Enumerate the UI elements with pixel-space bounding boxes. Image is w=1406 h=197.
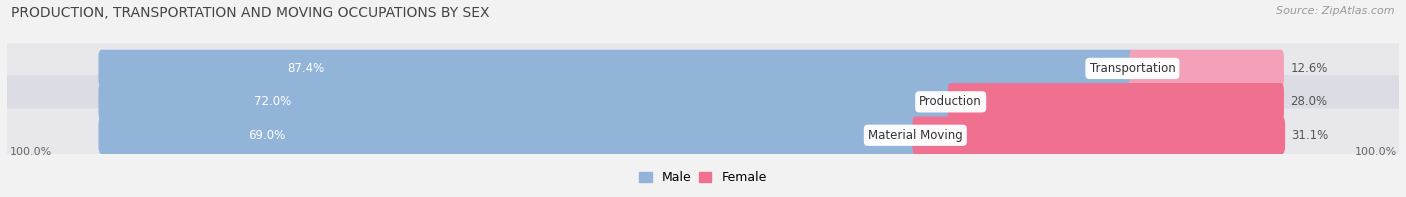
Text: Production: Production: [920, 95, 983, 108]
FancyBboxPatch shape: [6, 75, 1400, 129]
Text: PRODUCTION, TRANSPORTATION AND MOVING OCCUPATIONS BY SEX: PRODUCTION, TRANSPORTATION AND MOVING OC…: [11, 6, 489, 20]
Text: Material Moving: Material Moving: [868, 129, 963, 142]
Text: Transportation: Transportation: [1090, 62, 1175, 75]
FancyBboxPatch shape: [948, 83, 1284, 121]
Text: Source: ZipAtlas.com: Source: ZipAtlas.com: [1277, 6, 1395, 16]
Text: 31.1%: 31.1%: [1292, 129, 1329, 142]
FancyBboxPatch shape: [98, 117, 918, 154]
FancyBboxPatch shape: [912, 117, 1285, 154]
FancyBboxPatch shape: [6, 109, 1400, 162]
FancyBboxPatch shape: [98, 83, 953, 121]
Text: 69.0%: 69.0%: [247, 129, 285, 142]
FancyBboxPatch shape: [6, 42, 1400, 95]
Text: 12.6%: 12.6%: [1291, 62, 1327, 75]
Text: 100.0%: 100.0%: [10, 147, 52, 157]
FancyBboxPatch shape: [98, 50, 1135, 87]
FancyBboxPatch shape: [1129, 50, 1284, 87]
Legend: Male, Female: Male, Female: [634, 166, 772, 189]
Text: 28.0%: 28.0%: [1291, 95, 1327, 108]
Text: 87.4%: 87.4%: [287, 62, 325, 75]
Text: 72.0%: 72.0%: [254, 95, 291, 108]
Text: 100.0%: 100.0%: [1354, 147, 1396, 157]
